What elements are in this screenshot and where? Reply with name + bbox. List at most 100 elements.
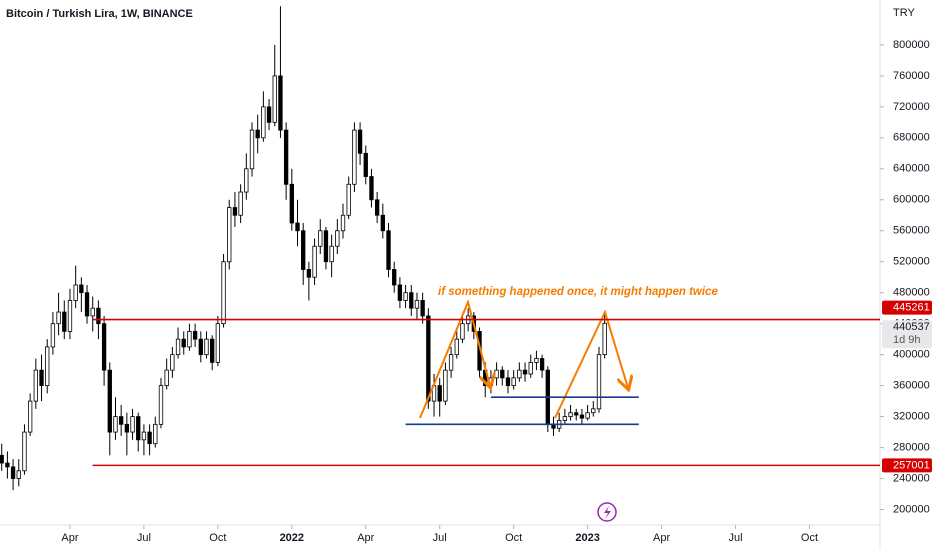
candle-body bbox=[56, 311, 61, 325]
y-tick-label: 280000 bbox=[893, 441, 930, 453]
x-tick-label: Jul bbox=[728, 532, 742, 544]
candle-body bbox=[45, 346, 50, 387]
event-icon-bolt bbox=[604, 506, 611, 519]
y-tick-label: 640000 bbox=[893, 163, 930, 175]
candle-body bbox=[522, 369, 528, 375]
candle-body bbox=[227, 207, 232, 263]
candle-body bbox=[90, 307, 95, 317]
price-label-box bbox=[882, 300, 932, 315]
x-tick-label: Jul bbox=[433, 532, 447, 544]
candle-body bbox=[289, 183, 294, 224]
x-tick-label: 2023 bbox=[575, 532, 599, 544]
countdown-label: 1d 9h bbox=[893, 334, 921, 346]
candle-body bbox=[591, 408, 596, 414]
candle-body bbox=[141, 431, 147, 441]
candle-body bbox=[494, 369, 499, 379]
candle-body bbox=[79, 284, 84, 294]
candle-body bbox=[596, 354, 602, 410]
y-tick-label: 800000 bbox=[893, 39, 930, 51]
candle-body bbox=[215, 323, 221, 363]
annotation: if something happened once, it might hap… bbox=[438, 286, 718, 298]
candle-body bbox=[96, 307, 101, 325]
candle-body bbox=[221, 261, 226, 325]
x-tick-label: Oct bbox=[505, 532, 522, 544]
y-tick-label: 560000 bbox=[893, 225, 930, 237]
candle-body bbox=[187, 331, 192, 348]
candle-body bbox=[107, 369, 112, 433]
candle-body bbox=[346, 183, 351, 216]
candle-body bbox=[539, 358, 545, 371]
x-tick-label: Apr bbox=[357, 532, 374, 544]
y-tick-label: 200000 bbox=[893, 503, 930, 515]
candle-body bbox=[403, 292, 408, 301]
candle-body bbox=[301, 230, 306, 270]
candle-body bbox=[192, 331, 198, 340]
candle-body bbox=[181, 338, 186, 348]
candle-body bbox=[329, 245, 334, 263]
candle-body bbox=[318, 230, 323, 247]
candle-body bbox=[443, 369, 448, 402]
candle-body bbox=[437, 385, 442, 402]
drawing-arrow bbox=[419, 298, 490, 419]
x-tick-label: Oct bbox=[209, 532, 226, 544]
y-tick-label: 720000 bbox=[893, 101, 930, 113]
candle-body bbox=[158, 385, 164, 425]
x-tick-label: Jul bbox=[137, 532, 151, 544]
price-label-box bbox=[882, 458, 932, 473]
candle-body bbox=[10, 466, 16, 479]
y-tick-label: 520000 bbox=[893, 256, 930, 268]
candle-body bbox=[101, 323, 107, 371]
candle-body bbox=[574, 412, 579, 416]
candle-body bbox=[244, 168, 249, 193]
candle-body bbox=[67, 300, 73, 332]
candle-body bbox=[392, 269, 397, 286]
candle-body bbox=[39, 369, 44, 387]
last-price-box bbox=[882, 320, 932, 349]
y-tick-label: 680000 bbox=[893, 132, 930, 144]
candle-body bbox=[568, 412, 573, 417]
y-tick-label: 480000 bbox=[893, 287, 930, 299]
candle-body bbox=[579, 414, 585, 419]
candle-body bbox=[534, 358, 539, 363]
currency-label: TRY bbox=[893, 7, 915, 19]
candle-body bbox=[278, 75, 283, 131]
candle-body bbox=[170, 354, 175, 371]
candle-body bbox=[0, 454, 4, 464]
candle-body bbox=[602, 322, 607, 356]
candle-body bbox=[585, 412, 590, 419]
candle-body bbox=[22, 431, 27, 472]
candle-body bbox=[113, 416, 118, 433]
price-label: 445261 bbox=[893, 302, 930, 314]
y-tick-label: 360000 bbox=[893, 380, 930, 392]
candle-body bbox=[448, 354, 454, 371]
candle-body bbox=[295, 222, 300, 232]
candle-body bbox=[84, 292, 90, 317]
drawing-arrow bbox=[554, 309, 628, 419]
candle-body bbox=[136, 416, 141, 441]
candle-body bbox=[306, 269, 312, 278]
candle-body bbox=[386, 230, 391, 270]
candle-body bbox=[210, 338, 215, 363]
candle-body bbox=[517, 369, 522, 379]
candle-body bbox=[272, 75, 277, 123]
last-price-label: 440537 bbox=[893, 321, 930, 333]
candle-body bbox=[153, 423, 158, 445]
candle-body bbox=[409, 292, 414, 309]
candle-body bbox=[352, 129, 357, 185]
candle-body bbox=[340, 214, 346, 232]
candle-body bbox=[147, 431, 152, 445]
candle-body bbox=[232, 207, 238, 216]
candle-body bbox=[505, 377, 511, 387]
x-tick-label: Apr bbox=[61, 532, 78, 544]
candle-body bbox=[33, 369, 39, 402]
candle-body bbox=[454, 338, 459, 356]
y-tick-label: 600000 bbox=[893, 194, 930, 206]
y-tick-label: 760000 bbox=[893, 70, 930, 82]
candle-body bbox=[374, 199, 380, 216]
candle-body bbox=[249, 129, 255, 170]
candle-body bbox=[363, 152, 368, 177]
event-icon[interactable] bbox=[597, 502, 617, 522]
candle-body bbox=[5, 462, 10, 468]
price-label: 257001 bbox=[893, 459, 930, 471]
candle-body bbox=[312, 245, 317, 278]
